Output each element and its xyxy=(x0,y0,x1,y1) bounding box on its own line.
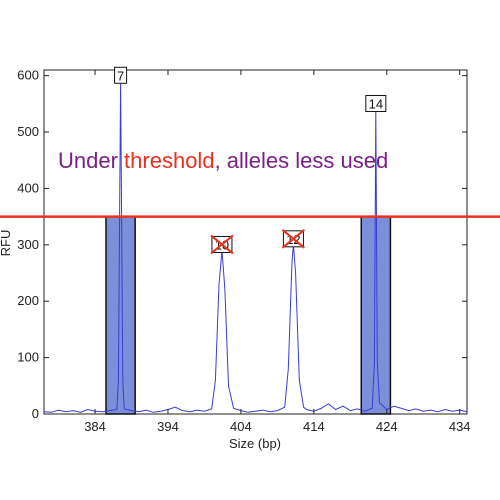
y-tick-label: 400 xyxy=(17,180,39,195)
annotation-text: Under threshold, alleles less used xyxy=(58,148,388,173)
cross-mark xyxy=(281,229,306,249)
y-tick-label: 200 xyxy=(17,293,39,308)
peak-label-text: 7 xyxy=(117,68,124,83)
y-tick-label: 300 xyxy=(17,237,39,252)
peak-label-box xyxy=(365,94,387,112)
y-tick-label: 500 xyxy=(17,124,39,139)
series-line xyxy=(43,81,468,413)
x-tick-label: 404 xyxy=(230,419,252,434)
x-axis-label: Size (bp) xyxy=(229,436,281,451)
y-tick-label: 600 xyxy=(17,68,39,83)
peak-label-text: 14 xyxy=(369,96,383,111)
cross-mark xyxy=(210,234,234,255)
peak-label-4: 14 xyxy=(365,94,387,112)
y-tick-label: 100 xyxy=(17,350,39,365)
x-tick-label: 434 xyxy=(449,419,471,434)
bar-2 xyxy=(360,215,392,415)
peak-label-box xyxy=(114,66,128,84)
y-tick-label: 0 xyxy=(32,406,39,421)
y-axis-label: RFU xyxy=(0,230,13,257)
bar-1 xyxy=(105,215,136,415)
annotation-part-1: Under xyxy=(58,148,124,173)
annotation-part-3: , alleles less used xyxy=(215,148,389,173)
peak-label-3: 12 xyxy=(281,229,306,249)
x-tick-label: 394 xyxy=(157,419,179,434)
peak-label-1: 7 xyxy=(114,66,128,84)
x-tick-label: 424 xyxy=(376,419,398,434)
x-tick-label: 414 xyxy=(303,419,325,434)
x-tick-label: 384 xyxy=(84,419,106,434)
peak-label-2: 10 xyxy=(210,234,234,255)
annotation-part-2: threshold xyxy=(124,148,215,173)
